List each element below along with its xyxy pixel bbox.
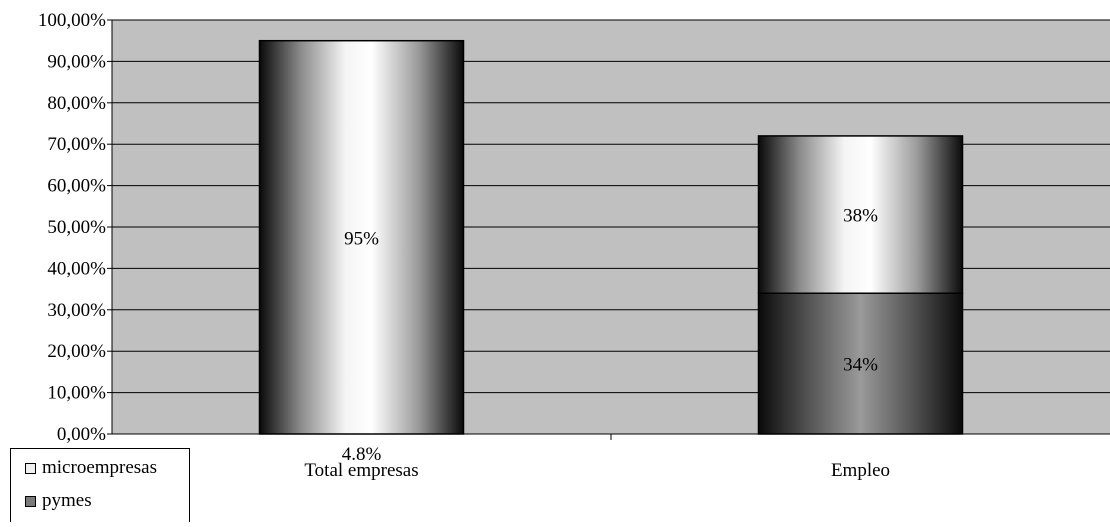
legend-swatch-pymes [25,495,36,507]
legend: microempresas pymes [10,448,190,522]
data-label-microempresas-1: 38% [843,206,878,227]
y-tick-label: 10,00% [47,383,106,404]
data-label-pymes-0: 4.8% [342,444,382,465]
legend-label-microempresas: microempresas [42,457,158,478]
legend-swatch-microempresas [25,462,36,474]
x-tick-label: Empleo [831,460,890,481]
bar-pymes-1 [757,292,964,435]
legend-item-microempresas[interactable]: microempresas [25,457,157,479]
y-tick-label: 50,00% [47,217,106,238]
y-tick-label: 40,00% [47,258,106,279]
y-tick-label: 100,00% [38,10,106,31]
bar-microempresas-0 [258,39,465,435]
y-tick-label: 20,00% [47,341,106,362]
axes: 0,00% 10,00% 20,00% 30,00% 40,00% 50,00% 60,00… [38,10,1110,481]
data-label-pymes-1: 34% [843,355,878,376]
legend-label-pymes: pymes [42,490,92,511]
bar-microempresas-1 [757,135,964,294]
y-tick-label: 30,00% [47,300,106,321]
bars [258,39,964,435]
y-tick-label: 0,00% [57,424,106,445]
y-tick-label: 90,00% [47,51,106,72]
y-tick-label: 80,00% [47,93,106,114]
legend-item-pymes[interactable]: pymes [25,490,92,512]
y-tick-label: 60,00% [47,176,106,197]
y-tick-label: 70,00% [47,134,106,155]
data-label-microempresas-0: 95% [344,228,379,249]
data-labels: 4.8% 95% 34% 38% [342,206,878,465]
x-tick-label: Total empresas [304,460,418,481]
